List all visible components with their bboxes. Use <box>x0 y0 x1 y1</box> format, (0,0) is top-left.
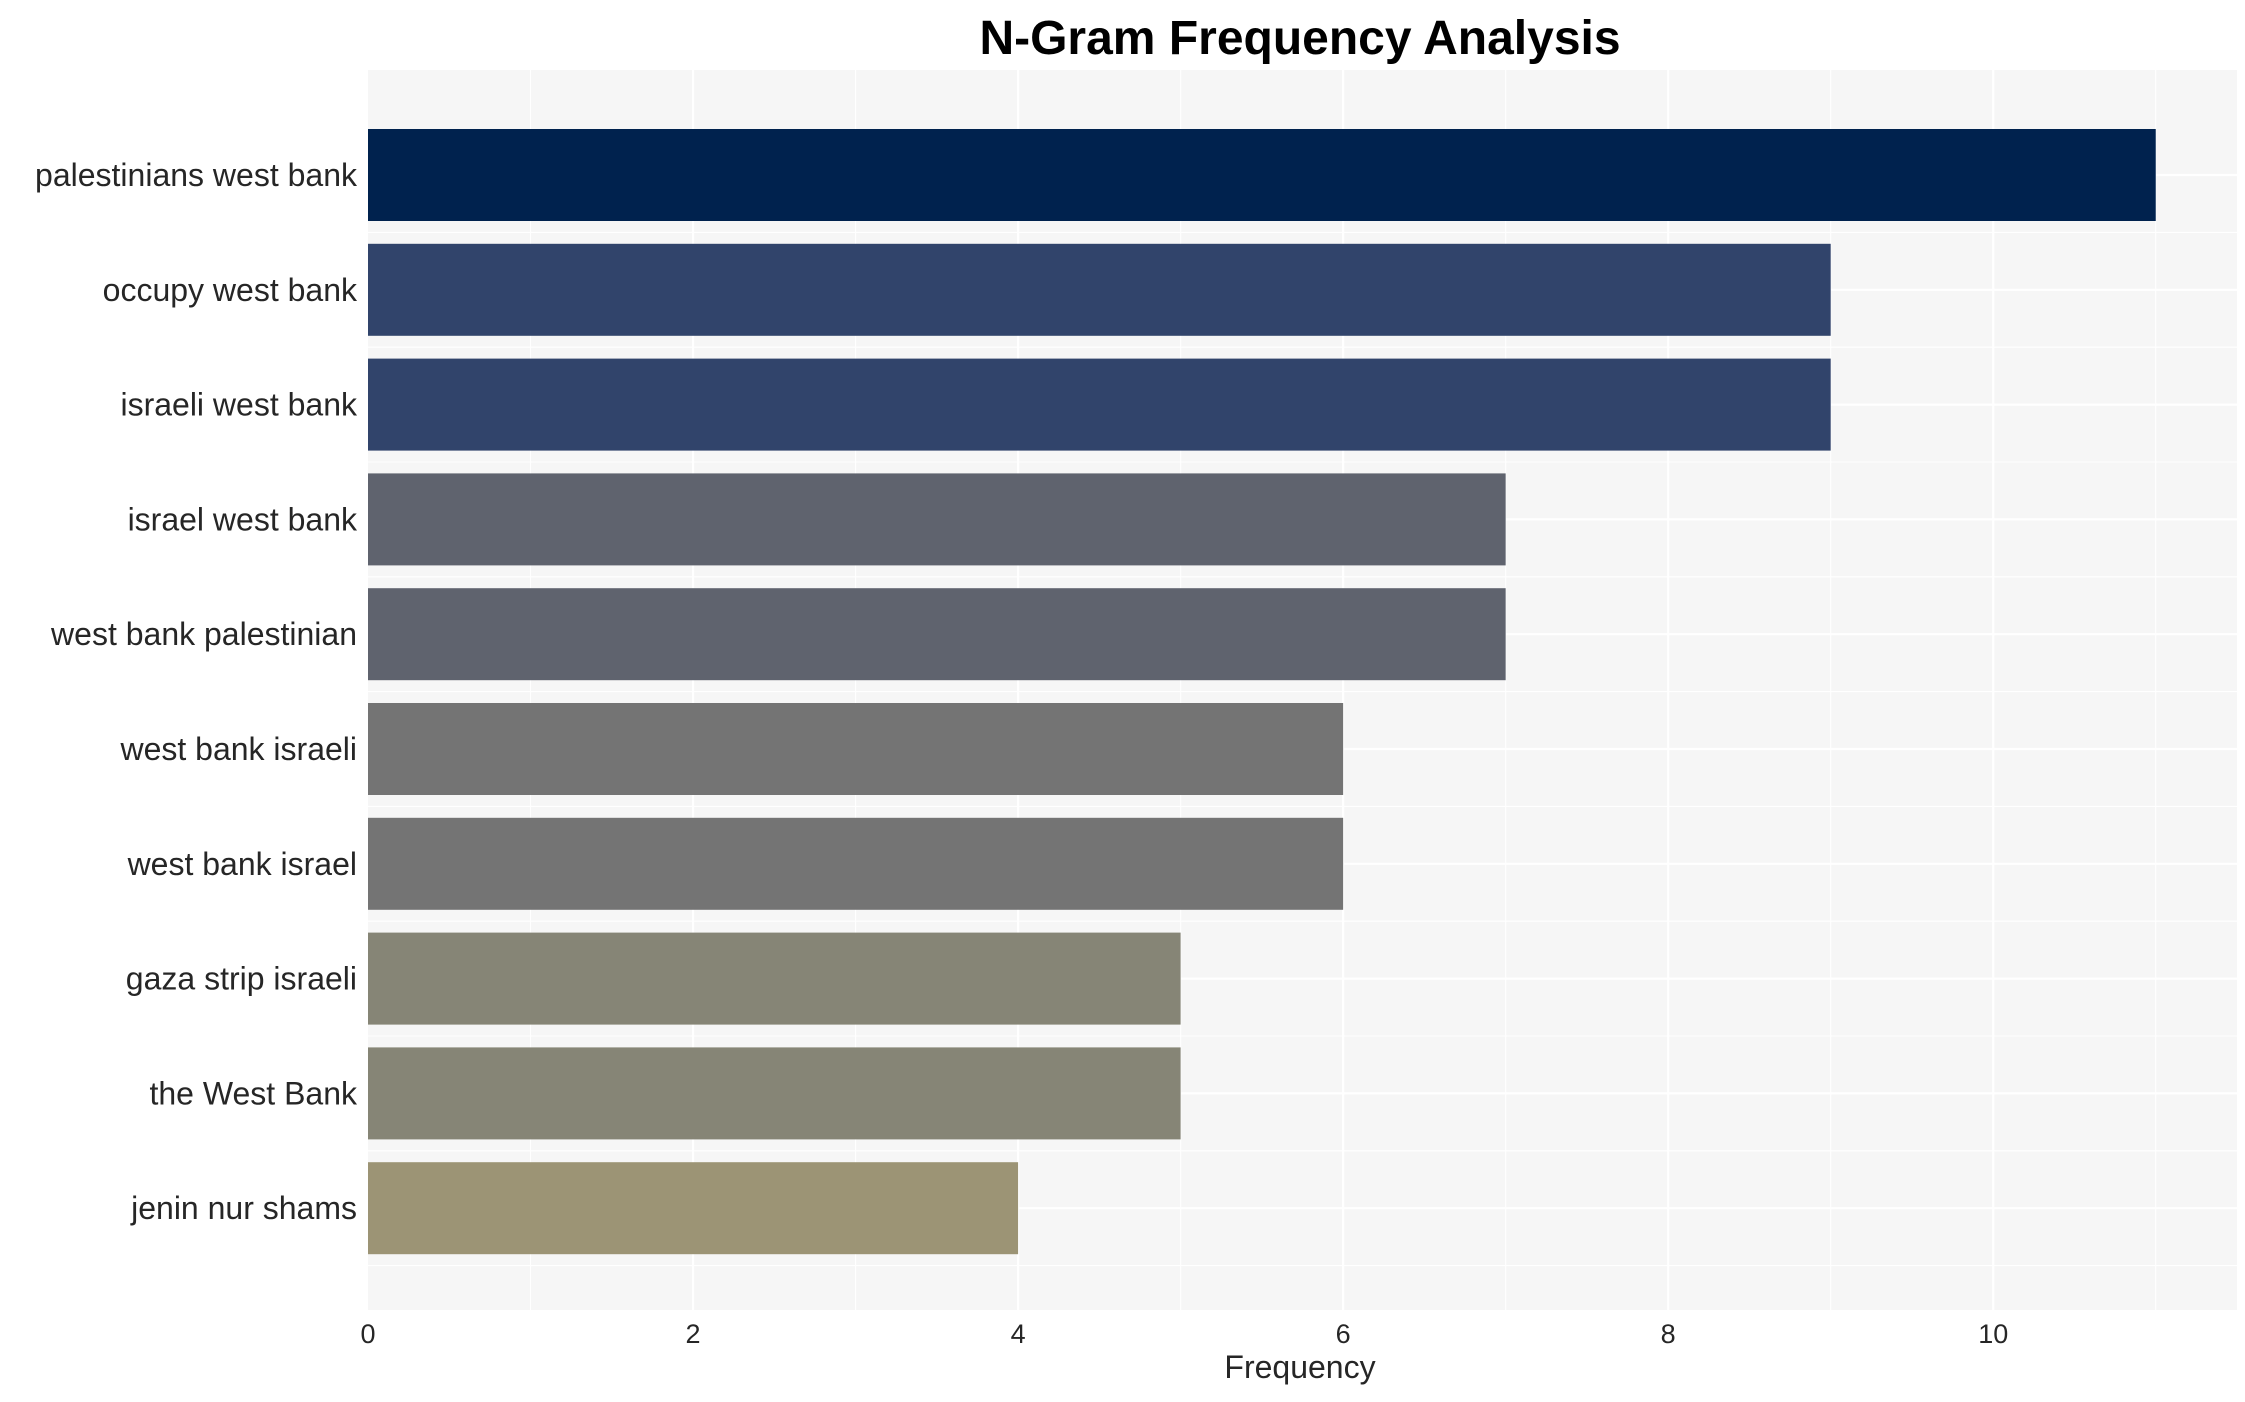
x-tick-label: 6 <box>1336 1319 1351 1349</box>
bar <box>368 243 1831 336</box>
bar <box>368 473 1506 566</box>
chart-title: N-Gram Frequency Analysis <box>979 12 1620 65</box>
x-tick-label: 8 <box>1661 1319 1676 1349</box>
y-tick-label: jenin nur shams <box>130 1190 357 1226</box>
x-tick-label: 0 <box>360 1319 375 1349</box>
y-tick-label: west bank israel <box>127 846 357 882</box>
y-tick-label: west bank palestinian <box>50 616 357 652</box>
bar <box>368 1162 1019 1255</box>
bar <box>368 932 1181 1025</box>
x-tick-label: 4 <box>1011 1319 1026 1349</box>
bar <box>368 817 1344 910</box>
bar <box>368 703 1344 795</box>
bar <box>368 1047 1181 1140</box>
bar <box>368 129 2156 221</box>
y-tick-label: palestinians west bank <box>35 157 358 193</box>
y-tick-label: occupy west bank <box>103 272 358 308</box>
x-axis-label: Frequency <box>1224 1349 1375 1385</box>
y-tick-label: israel west bank <box>128 501 358 537</box>
y-tick-label: israeli west bank <box>120 387 358 423</box>
x-tick-label: 10 <box>1978 1319 2008 1349</box>
x-tick-label: 2 <box>686 1319 701 1349</box>
bar <box>368 588 1506 681</box>
y-tick-label: west bank israeli <box>119 731 357 767</box>
y-tick-label: the West Bank <box>149 1075 358 1111</box>
y-tick-label: gaza strip israeli <box>126 961 357 997</box>
plot-area: palestinians west bank occupy west bank is… <box>35 70 2237 1349</box>
bar <box>368 358 1831 451</box>
